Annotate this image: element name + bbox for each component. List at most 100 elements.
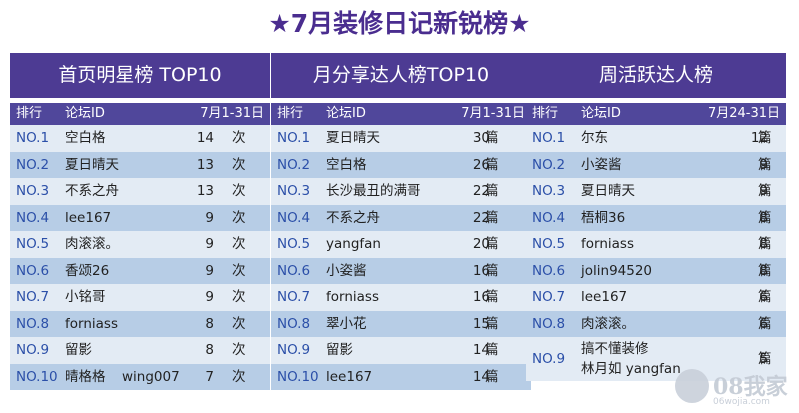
table-row: NO.7 lee167 6 篇	[526, 284, 786, 311]
table-header: 排行 论坛ID 7月1-31日	[10, 103, 270, 125]
rank-cell: NO.6	[16, 262, 50, 279]
table-row: NO.4 lee167 9 次	[10, 204, 270, 231]
panel-banner: 周活跃达人榜	[526, 53, 786, 98]
name-cell: forniass	[65, 315, 118, 332]
rank-cell: NO.7	[16, 289, 50, 305]
unit-cell: 次	[232, 183, 246, 199]
table-row: NO.5 肉滚滚。 9 次	[10, 231, 270, 258]
rank-cell: NO.8	[16, 315, 50, 332]
rank-cell: NO.5	[277, 236, 311, 252]
header-date: 7月1-31日	[200, 106, 264, 121]
name-cell: 小姿酱	[581, 156, 622, 173]
count-cell: 8	[759, 262, 768, 279]
name-cell: lee167	[65, 209, 112, 226]
name-cell: 夏日晴天	[65, 156, 119, 173]
name-cell: 小姿酱	[326, 262, 367, 279]
name-cell: forniass	[581, 236, 634, 252]
table-row: NO.8 翠小花 15 篇	[271, 310, 531, 337]
count-cell: 8	[205, 342, 214, 358]
table-row: NO.2 夏日晴天 13 次	[10, 151, 270, 178]
table-row: NO.8 forniass 8 次	[10, 310, 270, 337]
table-header: 排行 论坛ID 7月24-31日	[526, 103, 786, 125]
name-cell: 留影	[65, 342, 92, 358]
table-row: NO.8 肉滚滚。 6 篇	[526, 310, 786, 337]
unit-cell: 次	[232, 236, 246, 252]
header-rank: 排行	[277, 106, 304, 121]
name-cell: 不系之舟	[65, 183, 119, 199]
unit-cell: 次	[232, 209, 246, 226]
name-cell: yangfan	[326, 236, 381, 252]
table-row: NO.5 yangfan 20 篇	[271, 231, 531, 258]
unit-cell: 篇	[758, 351, 772, 367]
count-cell: 12	[750, 130, 768, 146]
panel-banner: 月分享达人榜TOP10	[271, 53, 531, 98]
unit-cell: 次	[232, 342, 246, 358]
table-row: NO.7 小铭哥 9 次	[10, 284, 270, 311]
table-row: NO.10 lee167 14 篇	[271, 363, 531, 390]
name-cell: 不系之舟	[326, 209, 380, 226]
table-row: NO.2 空白格 26 篇	[271, 151, 531, 178]
count-cell: 9	[205, 262, 214, 279]
unit-cell: 篇	[485, 262, 499, 279]
header-rank: 排行	[532, 106, 559, 121]
count-cell: 9	[205, 236, 214, 252]
watermark-subtext: 06wojia.com	[713, 397, 770, 407]
name-cell: 肉滚滚。	[581, 315, 635, 332]
unit-cell: 篇	[485, 130, 499, 146]
unit-cell: 篇	[758, 315, 772, 332]
count-cell: 26	[472, 156, 490, 173]
count-cell: 9	[205, 209, 214, 226]
table-row: NO.1 尔东 12 篇	[526, 125, 786, 152]
count-cell: 9	[759, 183, 768, 199]
count-cell: 8	[759, 209, 768, 226]
rank-cell: NO.8	[532, 315, 566, 332]
unit-cell: 篇	[758, 130, 772, 146]
name-line: 林月如 yangfan	[581, 361, 681, 377]
table-row: NO.6 香颂26 9 次	[10, 257, 270, 284]
unit-cell: 次	[232, 156, 246, 173]
header-date: 7月1-31日	[461, 106, 525, 121]
rank-cell: NO.4	[277, 209, 311, 226]
name-cell: 夏日晴天	[326, 130, 380, 146]
rank-cell: NO.2	[277, 156, 311, 173]
table-row: NO.7 forniass 16 篇	[271, 284, 531, 311]
unit-cell: 篇	[485, 342, 499, 358]
unit-cell: 篇	[758, 156, 772, 173]
unit-cell: 篇	[758, 209, 772, 226]
page-title: ★7月装修日记新锐榜★	[268, 9, 531, 38]
table-row: NO.6 jolin94520 8 篇	[526, 257, 786, 284]
count-cell: 16	[472, 262, 490, 279]
unit-cell: 篇	[758, 183, 772, 199]
rank-cell: NO.1	[532, 130, 566, 146]
unit-cell: 篇	[485, 209, 499, 226]
table-row: NO.9 留影 14 篇	[271, 337, 531, 364]
rank-cell: NO.9	[16, 342, 50, 358]
count-cell: 6	[759, 315, 768, 332]
name-cell: 香颂26	[65, 262, 110, 279]
watermark: 08我家 06wojia.com	[675, 367, 795, 411]
count-cell: 14	[472, 342, 490, 358]
rank-cell: NO.4	[16, 209, 50, 226]
count-cell: 8	[205, 315, 214, 332]
table-row: NO.1 夏日晴天 30 篇	[271, 125, 531, 152]
header-name: 论坛ID	[326, 106, 366, 121]
table-row: NO.3 长沙最丑的满哥 22 篇	[271, 178, 531, 205]
table-row: NO.3 不系之舟 13 次	[10, 178, 270, 205]
count-cell: 20	[472, 236, 490, 252]
name-cell: 空白格	[65, 130, 106, 146]
table-row: NO.9 搞不懂装修 林月如 yangfan 5 篇	[526, 337, 786, 381]
rank-cell: NO.3	[532, 183, 566, 199]
count-cell: 14	[472, 368, 490, 385]
count-cell: 8	[759, 236, 768, 252]
name-cell: forniass	[326, 289, 379, 305]
count-cell: 13	[196, 183, 214, 199]
name-cell: 肉滚滚。	[65, 236, 119, 252]
table-row: NO.2 小姿酱 9 篇	[526, 151, 786, 178]
count-cell: 30	[472, 130, 490, 146]
rank-cell: NO.3	[16, 183, 50, 199]
rank-cell: NO.7	[277, 289, 311, 305]
rank-cell: NO.8	[277, 315, 311, 332]
panel-banner: 首页明星榜 TOP10	[10, 53, 270, 98]
rank-cell: NO.9	[532, 351, 566, 367]
name-cell: 小铭哥	[65, 289, 106, 305]
